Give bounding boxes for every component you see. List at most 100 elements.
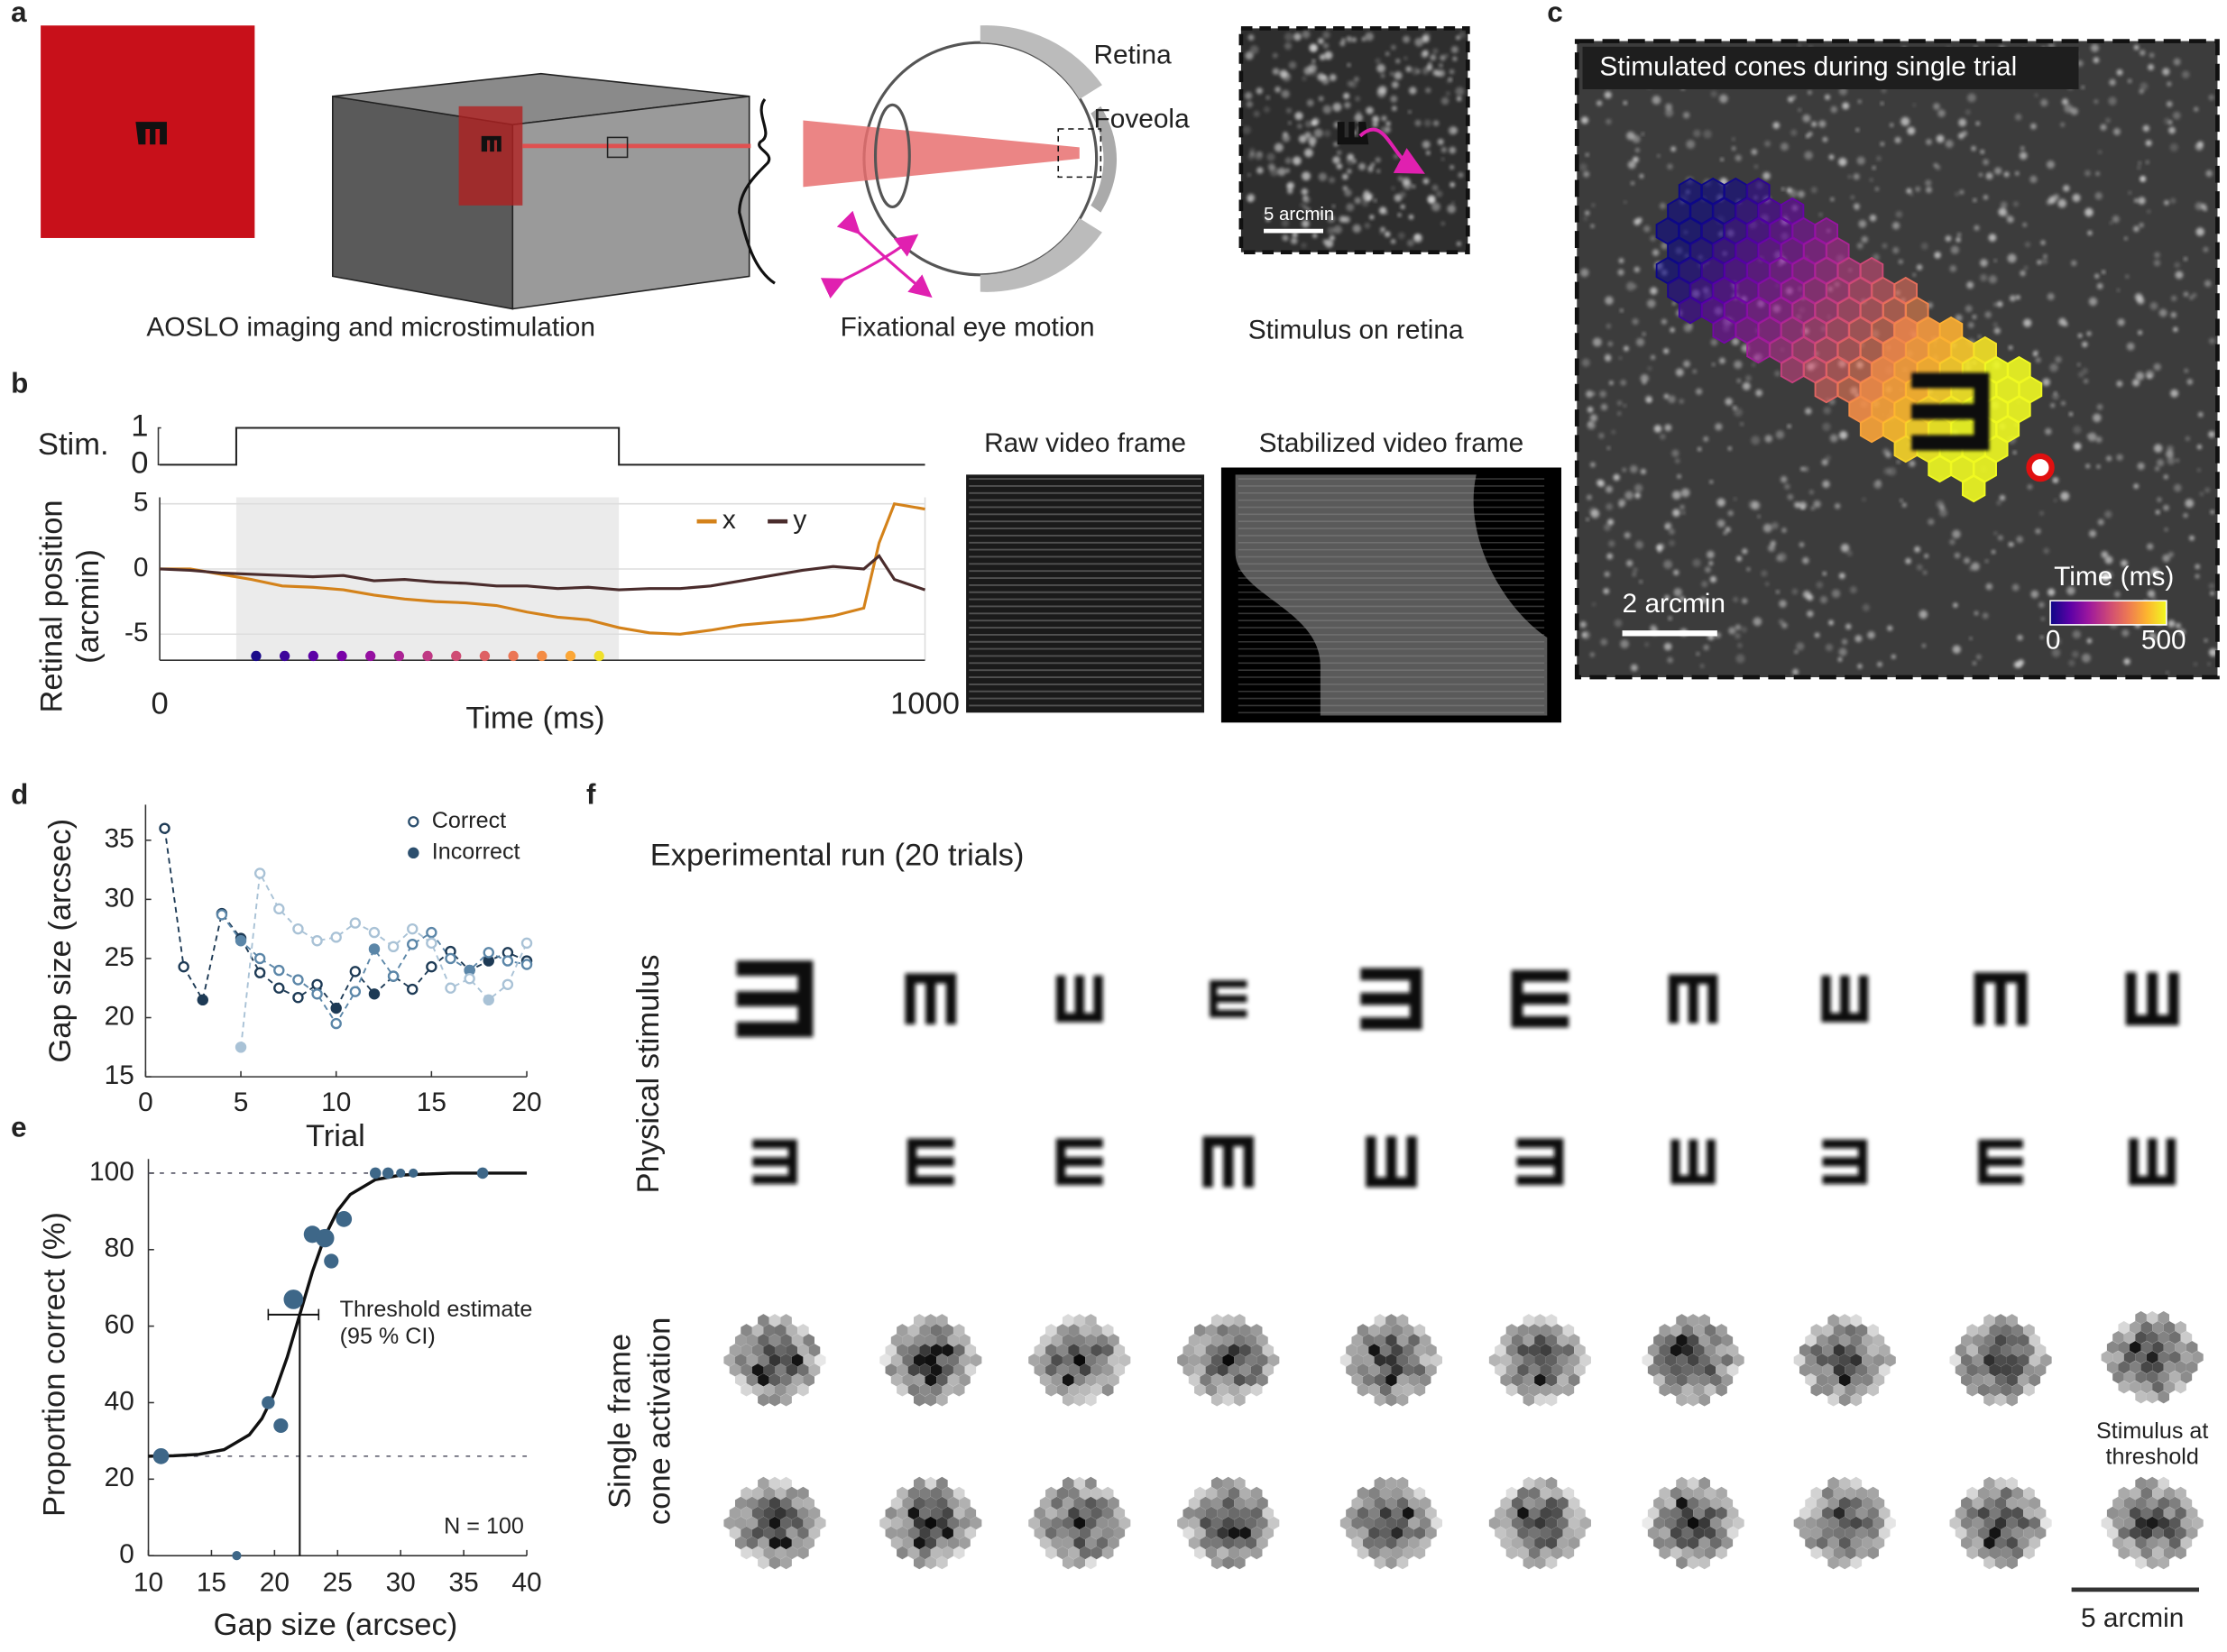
trial-point — [349, 966, 362, 977]
cone-cell — [1983, 1496, 1995, 1510]
texture-dot — [2158, 308, 2167, 317]
panel-title: Experimental run (20 trials) — [650, 839, 1025, 873]
texture-dot — [1976, 654, 1982, 660]
texture-dot — [1618, 499, 1626, 507]
texture-dot — [2186, 379, 2194, 385]
texture-dot — [1780, 475, 1788, 483]
cone-cell — [1523, 1556, 1535, 1570]
texture-dot — [2106, 583, 2112, 588]
x-tick-label: 15 — [417, 1088, 446, 1117]
texture-dot — [1444, 53, 1449, 58]
y-axis-label: (arcmin) — [71, 549, 106, 664]
x-axis-label: Gap size (arcsec) — [214, 1608, 458, 1642]
texture-dot — [1331, 205, 1336, 208]
cone-cell — [2140, 1360, 2153, 1374]
texture-dot — [1279, 69, 1288, 78]
cone-cell — [1845, 1546, 1856, 1560]
cone-cell — [1733, 1516, 1744, 1530]
optotype — [1822, 1139, 1867, 1185]
letter-e — [1337, 122, 1369, 145]
trial-point — [311, 978, 323, 991]
texture-dot — [1318, 96, 1324, 102]
texture-dot — [1253, 110, 1260, 117]
texture-dot — [1674, 458, 1680, 463]
cone-cell — [1228, 1324, 1240, 1337]
cone-cell — [1210, 1536, 1223, 1550]
texture-dot — [1323, 130, 1331, 137]
cone-cell — [1716, 1526, 1727, 1540]
texture-dot — [1926, 139, 1932, 145]
cone-cell — [1681, 1486, 1694, 1501]
texture-dot — [1993, 327, 2001, 335]
texture-dot — [1861, 236, 1868, 243]
texture-dot — [1718, 357, 1725, 364]
cone-cell — [1716, 1486, 1727, 1501]
cone-cell — [2017, 1373, 2029, 1387]
cone-cell — [879, 1516, 891, 1530]
cone-cell — [1827, 1314, 1839, 1327]
texture-dot — [1670, 146, 1677, 152]
texture-dot — [1282, 234, 1289, 241]
texture-dot — [2140, 50, 2146, 56]
texture-dot — [1846, 550, 1853, 556]
cone-cell — [2175, 1320, 2186, 1335]
cone-cell — [2169, 1330, 2181, 1345]
cone-cell — [1379, 1486, 1392, 1501]
cone-cell — [1838, 1476, 1851, 1491]
cone-cell — [1833, 1344, 1845, 1357]
texture-dot — [1623, 404, 1627, 408]
texture-dot — [1352, 159, 1357, 163]
bubble — [273, 1418, 289, 1434]
cone-cell — [786, 1506, 798, 1520]
texture-dot — [2145, 140, 2152, 147]
cone-cell — [1966, 1324, 1978, 1337]
texture-dot — [1597, 479, 1604, 487]
cone-cell — [1210, 1354, 1223, 1367]
texture-dot — [1346, 203, 1355, 212]
texture-dot — [1311, 59, 1316, 63]
texture-dot — [1710, 90, 1717, 97]
texture-dot — [1835, 503, 1841, 509]
cone-cell — [2118, 1360, 2130, 1374]
texture-dot — [1983, 159, 1989, 166]
cone-cell — [947, 1536, 960, 1550]
texture-dot — [1435, 190, 1443, 197]
texture-dot — [1877, 661, 1882, 667]
cone-cell — [758, 1393, 769, 1407]
texture-dot — [2126, 342, 2135, 351]
texture-dot — [1686, 140, 1696, 149]
texture-dot — [1609, 381, 1614, 385]
cone-cell — [925, 1393, 937, 1407]
texture-dot — [1725, 398, 1733, 406]
cone-cell — [1079, 1486, 1091, 1501]
texture-dot — [2197, 141, 2204, 147]
cone-cell — [1989, 1546, 2002, 1560]
texture-dot — [1272, 68, 1280, 76]
texture-dot — [1698, 446, 1702, 452]
cone-cell — [1878, 1363, 1891, 1377]
texture-dot — [1671, 449, 1679, 457]
cone-cell — [1391, 1506, 1403, 1520]
texture-dot — [2157, 497, 2162, 502]
trial-point — [235, 1042, 247, 1053]
cone-cell — [1642, 1516, 1654, 1530]
cone-cell — [1101, 1324, 1114, 1337]
texture-dot — [2093, 413, 2102, 423]
frame-dot — [251, 650, 262, 662]
optotype — [1360, 968, 1422, 1030]
cone-cell — [2106, 1526, 2119, 1540]
cone-cell — [1989, 1324, 2002, 1337]
texture-dot — [1720, 158, 1724, 161]
texture-dot — [1242, 125, 1251, 134]
cone-cell — [780, 1314, 792, 1327]
stim-window — [235, 497, 620, 661]
cone-cell — [1517, 1506, 1529, 1520]
trial-point — [368, 943, 381, 955]
texture-dot — [1300, 203, 1304, 207]
cone-cell — [1039, 1496, 1052, 1510]
trial-point — [216, 909, 228, 921]
texture-dot — [1725, 527, 1731, 533]
texture-dot — [2072, 193, 2081, 202]
cone-cell — [1698, 1476, 1710, 1491]
cone-cell — [1374, 1516, 1386, 1530]
